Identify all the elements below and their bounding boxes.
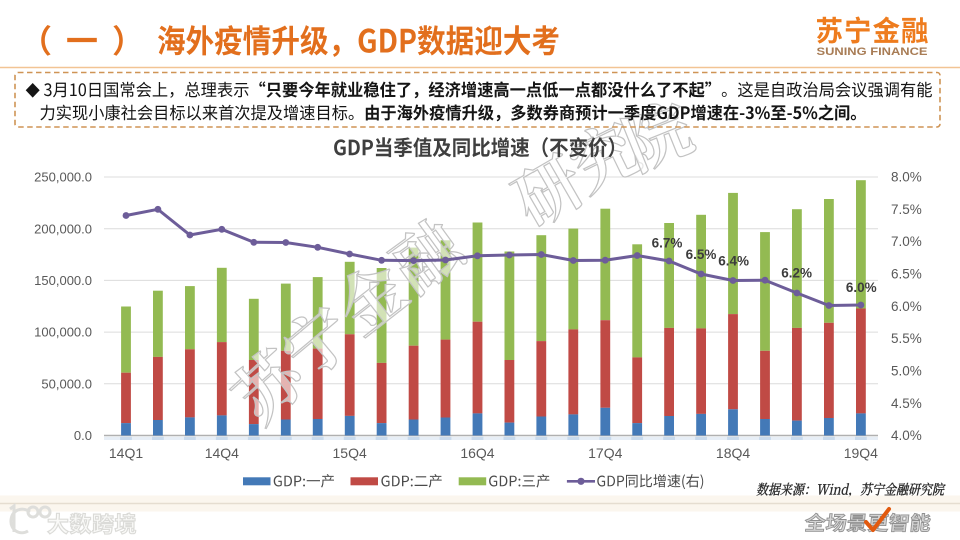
- svg-text:16Q4: 16Q4: [460, 445, 494, 461]
- svg-text:8.0%: 8.0%: [891, 170, 922, 185]
- svg-text:4.0%: 4.0%: [891, 428, 922, 443]
- svg-text:0.0: 0.0: [74, 428, 92, 443]
- svg-text:17Q4: 17Q4: [588, 445, 622, 461]
- svg-text:6.5%: 6.5%: [686, 247, 717, 262]
- svg-text:6.4%: 6.4%: [718, 254, 749, 269]
- svg-text:6.0%: 6.0%: [846, 280, 877, 295]
- svg-text:6.5%: 6.5%: [891, 267, 922, 282]
- svg-text:250,000.0: 250,000.0: [34, 170, 92, 185]
- svg-text:5.0%: 5.0%: [891, 363, 922, 378]
- svg-text:19Q4: 19Q4: [844, 445, 878, 461]
- svg-text:14Q1: 14Q1: [109, 445, 143, 461]
- svg-text:7.0%: 7.0%: [891, 234, 922, 249]
- svg-text:7.5%: 7.5%: [891, 202, 922, 217]
- svg-text:SUNING FINANCE: SUNING FINANCE: [817, 46, 928, 58]
- svg-text:14Q4: 14Q4: [205, 445, 239, 461]
- svg-text:15Q4: 15Q4: [333, 445, 367, 461]
- svg-text:150,000.0: 150,000.0: [34, 273, 92, 288]
- svg-text:200,000.0: 200,000.0: [34, 221, 92, 236]
- svg-text:4.5%: 4.5%: [891, 396, 922, 411]
- svg-text:6.7%: 6.7%: [652, 236, 683, 251]
- svg-text:100,000.0: 100,000.0: [34, 325, 92, 340]
- svg-text:6.0%: 6.0%: [891, 299, 922, 314]
- svg-text:18Q4: 18Q4: [716, 445, 750, 461]
- svg-text:50,000.0: 50,000.0: [41, 376, 92, 391]
- svg-text:5.5%: 5.5%: [891, 331, 922, 346]
- svg-text:6.2%: 6.2%: [781, 266, 812, 281]
